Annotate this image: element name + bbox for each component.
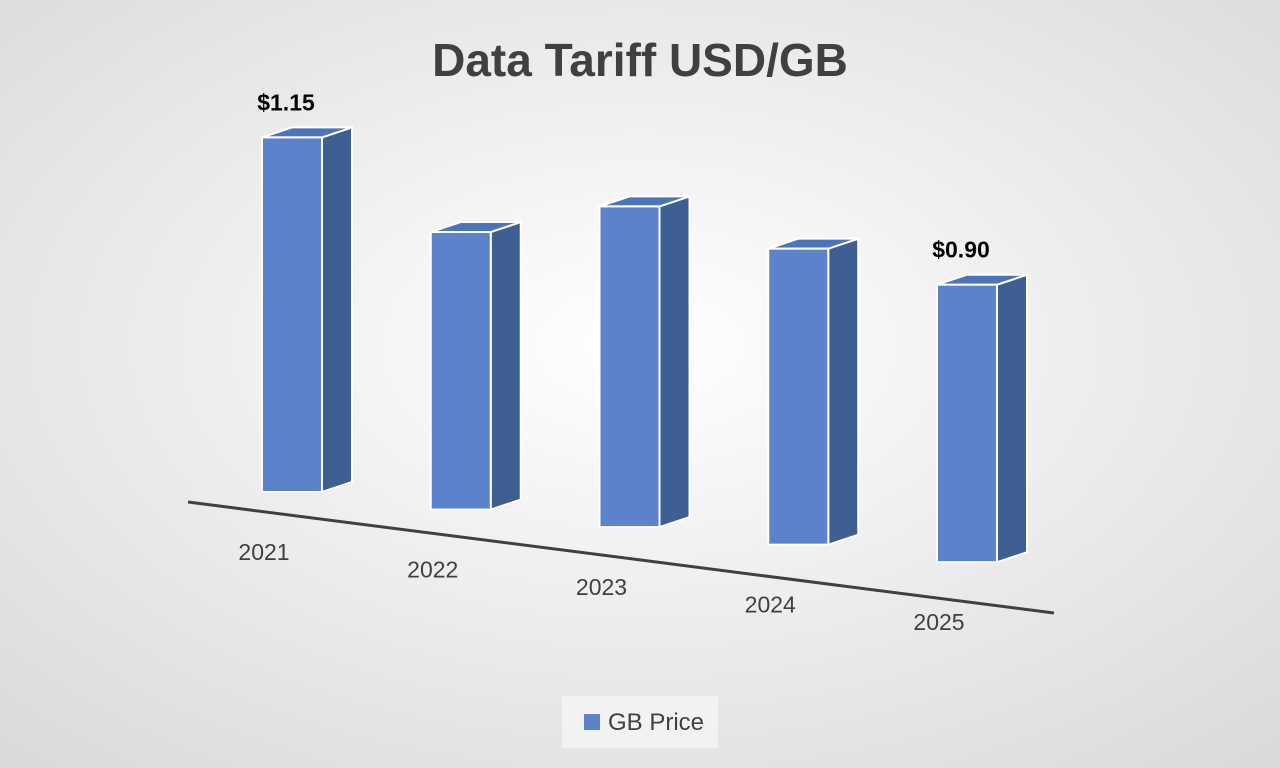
label-layer: $1.15 $0.90 bbox=[257, 89, 990, 262]
tick-layer: 2021 2022 2023 2024 2025 bbox=[238, 539, 964, 635]
bar-2022-side bbox=[489, 220, 522, 511]
legend-swatch bbox=[584, 714, 600, 730]
bar-2022-front bbox=[429, 231, 492, 511]
bar-2024-front bbox=[767, 247, 830, 546]
bar-2025-front bbox=[936, 283, 998, 564]
x-axis-line bbox=[187, 500, 1055, 615]
x-tick-label-2023: 2023 bbox=[576, 574, 627, 600]
bar-2022 bbox=[429, 220, 522, 511]
chart-title: Data Tariff USD/GB bbox=[432, 34, 848, 86]
x-tick-label-2022: 2022 bbox=[407, 557, 458, 583]
bar-2024 bbox=[767, 237, 860, 547]
bar-2025-side bbox=[996, 273, 1028, 564]
bar-2023-front bbox=[598, 205, 661, 529]
data-label-2021: $1.15 bbox=[257, 89, 315, 115]
legend: GB Price bbox=[562, 696, 718, 748]
bar-2025 bbox=[936, 273, 1028, 564]
bar-2021-front bbox=[261, 136, 323, 494]
x-tick-label-2021: 2021 bbox=[238, 539, 289, 565]
data-label-2025: $0.90 bbox=[932, 237, 990, 263]
legend-series-name: GB Price bbox=[608, 709, 704, 736]
bar-2024-side bbox=[827, 237, 860, 547]
x-tick-label-2025: 2025 bbox=[913, 609, 964, 635]
bar-2021-side bbox=[321, 126, 353, 494]
bars-layer bbox=[261, 126, 1028, 564]
bar-2021 bbox=[261, 126, 353, 494]
bar-2023 bbox=[598, 195, 691, 529]
bar-2023-side bbox=[658, 195, 691, 529]
x-tick-label-2024: 2024 bbox=[745, 592, 796, 618]
